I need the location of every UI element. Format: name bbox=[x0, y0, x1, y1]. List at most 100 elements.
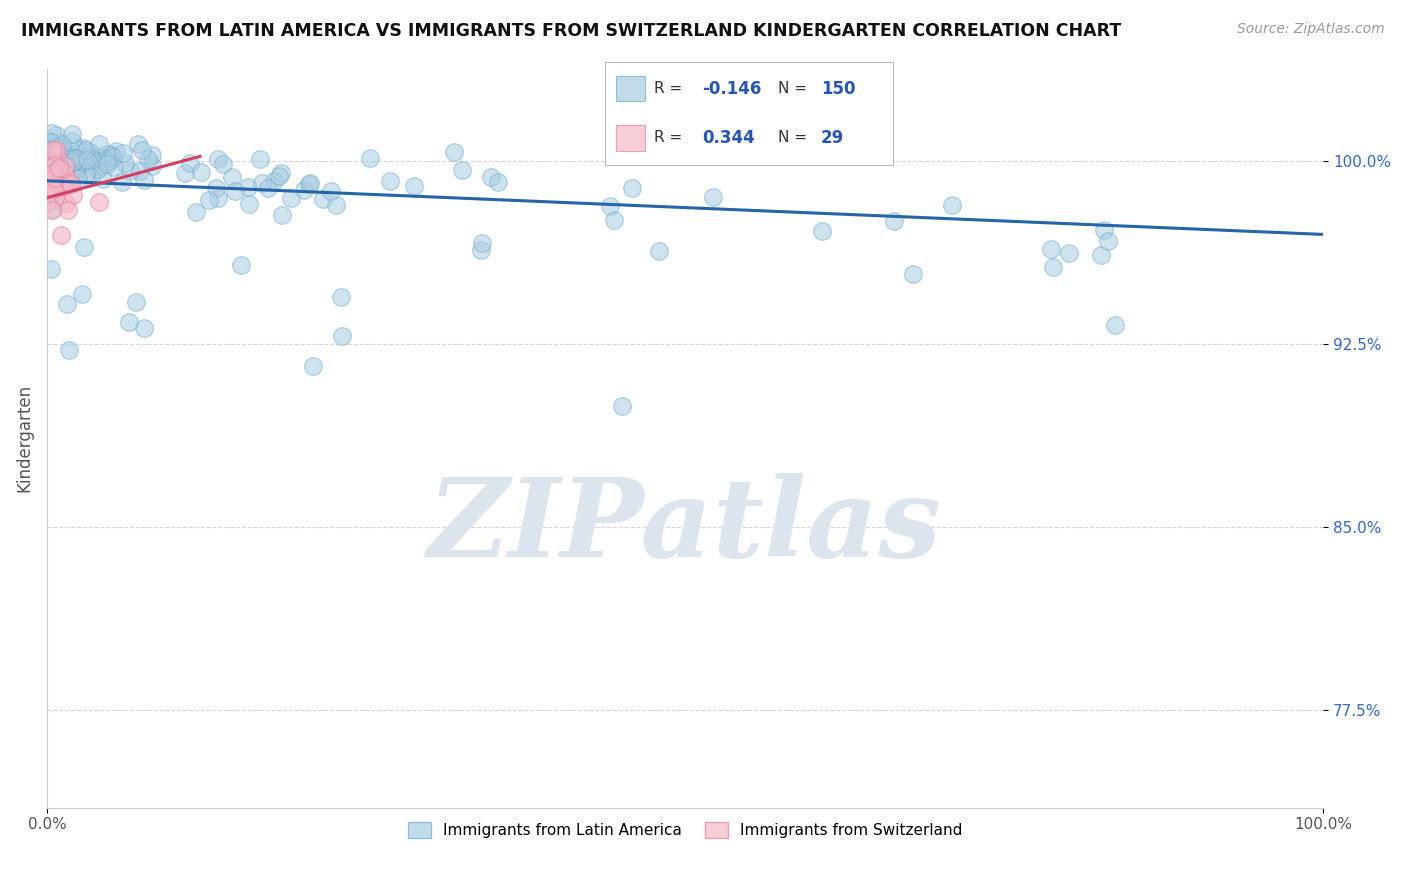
Point bbox=[105, 145, 128, 159]
Point bbox=[66, 159, 89, 173]
Point bbox=[238, 179, 260, 194]
Point bbox=[89, 159, 111, 173]
Point bbox=[56, 296, 79, 310]
Point bbox=[39, 145, 62, 160]
Point bbox=[59, 152, 82, 166]
Point bbox=[38, 145, 60, 159]
Point bbox=[620, 180, 643, 194]
Point bbox=[41, 203, 63, 218]
Point bbox=[378, 174, 401, 188]
FancyBboxPatch shape bbox=[616, 76, 645, 102]
Point bbox=[96, 153, 118, 168]
Point bbox=[141, 159, 163, 173]
Point bbox=[37, 156, 59, 170]
Point bbox=[66, 171, 89, 186]
Point bbox=[42, 175, 65, 189]
Point bbox=[55, 195, 77, 210]
Point bbox=[75, 166, 97, 180]
Text: 29: 29 bbox=[821, 128, 844, 147]
Point bbox=[45, 143, 67, 157]
Point bbox=[292, 183, 315, 197]
Point bbox=[66, 153, 89, 168]
Point bbox=[1039, 242, 1062, 256]
Point bbox=[42, 144, 65, 158]
Point bbox=[45, 146, 67, 161]
Point bbox=[269, 169, 291, 184]
Point bbox=[65, 151, 87, 165]
Point bbox=[44, 190, 66, 204]
Point bbox=[330, 329, 353, 343]
Point bbox=[312, 192, 335, 206]
Point bbox=[101, 150, 124, 164]
Point bbox=[62, 153, 84, 168]
Y-axis label: Kindergarten: Kindergarten bbox=[15, 384, 32, 492]
Point bbox=[280, 191, 302, 205]
Point bbox=[79, 157, 101, 171]
Point bbox=[80, 169, 103, 184]
Point bbox=[42, 142, 65, 156]
Point bbox=[46, 159, 69, 173]
Point bbox=[86, 161, 108, 176]
Point bbox=[51, 162, 73, 177]
Point bbox=[212, 157, 235, 171]
Point bbox=[83, 153, 105, 168]
Point bbox=[52, 139, 75, 153]
Point bbox=[39, 262, 62, 277]
Text: N =: N = bbox=[778, 81, 811, 96]
Point bbox=[610, 399, 633, 413]
Point bbox=[87, 150, 110, 164]
Point bbox=[471, 236, 494, 251]
Point bbox=[65, 157, 87, 171]
Text: 150: 150 bbox=[821, 79, 855, 97]
Point bbox=[60, 177, 83, 191]
Point bbox=[702, 190, 724, 204]
Point bbox=[59, 169, 82, 183]
Point bbox=[58, 343, 80, 357]
Point bbox=[599, 199, 621, 213]
Point bbox=[1057, 246, 1080, 260]
FancyBboxPatch shape bbox=[616, 125, 645, 151]
Point bbox=[451, 163, 474, 178]
Point bbox=[56, 203, 79, 218]
Point bbox=[402, 179, 425, 194]
Point bbox=[198, 193, 221, 207]
Point bbox=[602, 213, 624, 227]
Point bbox=[46, 169, 69, 184]
Point bbox=[56, 172, 79, 186]
Point bbox=[41, 126, 63, 140]
Point bbox=[186, 205, 208, 219]
Point bbox=[56, 160, 79, 174]
Point bbox=[45, 160, 67, 174]
Point bbox=[257, 181, 280, 195]
Point bbox=[132, 173, 155, 187]
Point bbox=[141, 148, 163, 162]
Point bbox=[39, 135, 62, 149]
Point bbox=[42, 158, 65, 172]
Point bbox=[330, 290, 353, 304]
Point bbox=[42, 170, 65, 185]
Point bbox=[1097, 235, 1119, 249]
Point bbox=[205, 181, 228, 195]
Point bbox=[479, 170, 502, 185]
Point bbox=[79, 145, 101, 159]
Point bbox=[82, 152, 104, 166]
Point bbox=[44, 141, 66, 155]
Point bbox=[66, 151, 89, 165]
Text: IMMIGRANTS FROM LATIN AMERICA VS IMMIGRANTS FROM SWITZERLAND KINDERGARTEN CORREL: IMMIGRANTS FROM LATIN AMERICA VS IMMIGRA… bbox=[21, 22, 1122, 40]
Point bbox=[179, 155, 201, 169]
Point bbox=[129, 164, 152, 178]
Text: Source: ZipAtlas.com: Source: ZipAtlas.com bbox=[1237, 22, 1385, 37]
Point bbox=[39, 156, 62, 170]
Point bbox=[72, 153, 94, 168]
Point bbox=[53, 145, 76, 159]
Point bbox=[39, 184, 62, 198]
Point bbox=[41, 202, 63, 216]
Point bbox=[93, 151, 115, 165]
Point bbox=[136, 152, 159, 166]
Point bbox=[112, 145, 135, 160]
Point bbox=[91, 172, 114, 186]
Point bbox=[67, 142, 90, 156]
Point bbox=[207, 191, 229, 205]
Point bbox=[60, 127, 83, 141]
Point bbox=[35, 134, 58, 148]
